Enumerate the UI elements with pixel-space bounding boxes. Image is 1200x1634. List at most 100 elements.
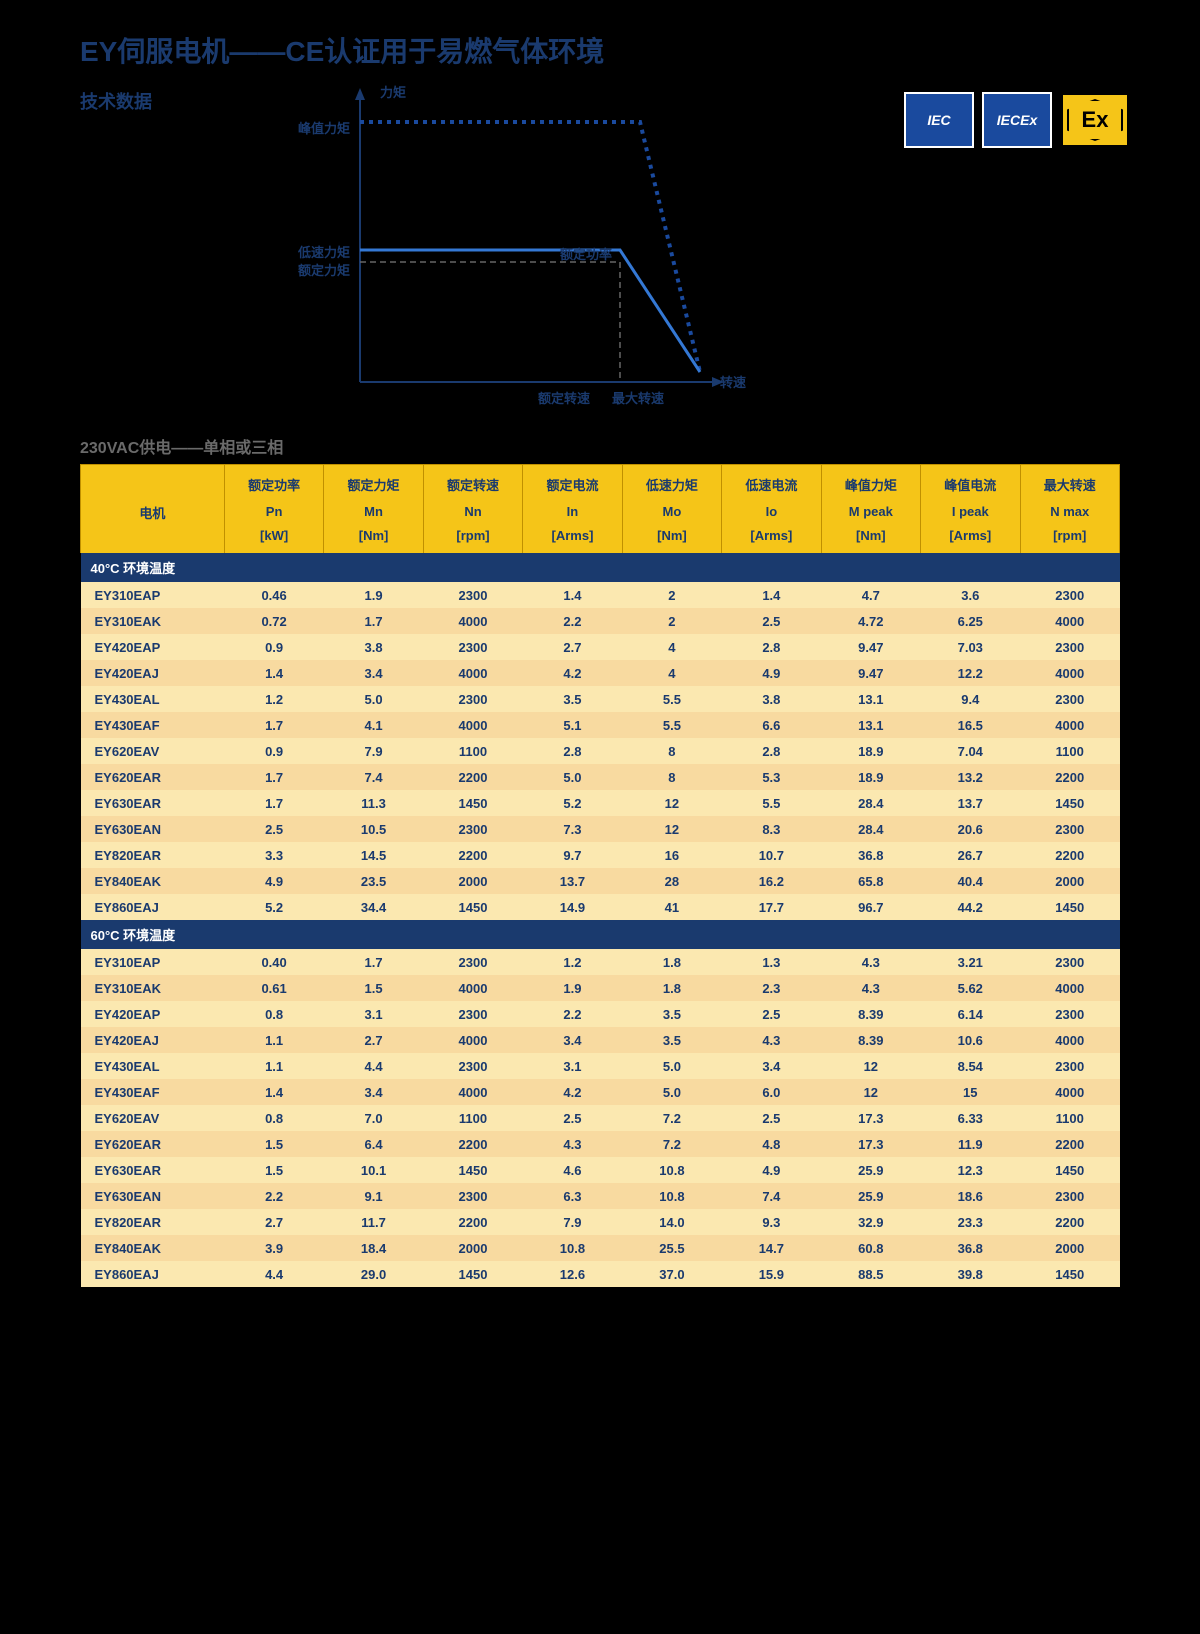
- cell: 18.4: [324, 1235, 423, 1261]
- cell: 9.4: [921, 686, 1020, 712]
- cell: EY620EAR: [81, 764, 225, 790]
- cell: 11.9: [921, 1131, 1020, 1157]
- cell: 4000: [423, 608, 522, 634]
- cell: 18.9: [821, 764, 920, 790]
- rated-speed-label: 额定转速: [538, 388, 590, 407]
- cell: 2200: [423, 842, 522, 868]
- cell: 2.2: [523, 1001, 622, 1027]
- cell: 1.4: [722, 582, 821, 608]
- cell: 1.4: [224, 660, 323, 686]
- cell: 3.4: [722, 1053, 821, 1079]
- cell: EY430EAF: [81, 1079, 225, 1105]
- cell: Io: [722, 498, 821, 524]
- cell: 2.8: [722, 738, 821, 764]
- cell: 3.21: [921, 949, 1020, 975]
- table-row: EY310EAP0.461.923001.421.44.73.62300: [81, 582, 1120, 608]
- table-row: EY620EAV0.87.011002.57.22.517.36.331100: [81, 1105, 1120, 1131]
- cell: 4000: [1020, 1027, 1120, 1053]
- cell: 3.5: [622, 1027, 721, 1053]
- table-row: EY420EAP0.93.823002.742.89.477.032300: [81, 634, 1120, 660]
- cell: 2000: [1020, 1235, 1120, 1261]
- cell: 额定电流: [523, 465, 622, 499]
- cell: 0.46: [224, 582, 323, 608]
- cell: 1.7: [324, 949, 423, 975]
- cell: 1450: [1020, 790, 1120, 816]
- cell: 2300: [423, 816, 522, 842]
- cell: 5.5: [722, 790, 821, 816]
- cell: 2: [622, 582, 721, 608]
- cell: EY310EAK: [81, 975, 225, 1001]
- cell: 14.5: [324, 842, 423, 868]
- cell: 2.5: [722, 1105, 821, 1131]
- section-title: 60°C 环境温度: [81, 920, 1120, 949]
- section-header-row: 40°C 环境温度: [81, 553, 1120, 582]
- cell: 0.8: [224, 1105, 323, 1131]
- cell: 2200: [423, 1131, 522, 1157]
- cell: 8.39: [821, 1001, 920, 1027]
- cell: 2.5: [722, 608, 821, 634]
- cell: 8: [622, 738, 721, 764]
- cell: 1.1: [224, 1053, 323, 1079]
- cell: 1.5: [224, 1157, 323, 1183]
- chart-svg: [300, 82, 750, 422]
- cell: 4: [622, 660, 721, 686]
- cell: 2000: [1020, 868, 1120, 894]
- cell: 4.3: [722, 1027, 821, 1053]
- cell: 9.47: [821, 634, 920, 660]
- cell: 1.5: [224, 1131, 323, 1157]
- cell: 2200: [1020, 1131, 1120, 1157]
- cell: 5.0: [622, 1079, 721, 1105]
- cell: 16.5: [921, 712, 1020, 738]
- cell: 4.2: [523, 660, 622, 686]
- cell: 4000: [1020, 712, 1120, 738]
- cell: 1450: [423, 790, 522, 816]
- cell: 7.04: [921, 738, 1020, 764]
- cell: 28: [622, 868, 721, 894]
- cell: 12: [622, 790, 721, 816]
- cell: 2.5: [224, 816, 323, 842]
- cell: 2.8: [523, 738, 622, 764]
- cell: EY310EAP: [81, 582, 225, 608]
- cell: 1.7: [224, 712, 323, 738]
- cell: 14.9: [523, 894, 622, 920]
- cell: 20.6: [921, 816, 1020, 842]
- cell: I peak: [921, 498, 1020, 524]
- cell: 7.3: [523, 816, 622, 842]
- cell: 8.3: [722, 816, 821, 842]
- cell: 2300: [423, 1001, 522, 1027]
- table-row: EY820EAR2.711.722007.914.09.332.923.3220…: [81, 1209, 1120, 1235]
- cell: 4000: [423, 975, 522, 1001]
- cell: 9.7: [523, 842, 622, 868]
- cell: 9.1: [324, 1183, 423, 1209]
- subtitle: 技术数据: [80, 82, 280, 114]
- cell: 1.9: [324, 582, 423, 608]
- cell: Pn: [224, 498, 323, 524]
- cell: 25.9: [821, 1183, 920, 1209]
- cell: 2300: [1020, 686, 1120, 712]
- cell: 0.61: [224, 975, 323, 1001]
- cell: 13.2: [921, 764, 1020, 790]
- table-row: EY860EAJ4.429.0145012.637.015.988.539.81…: [81, 1261, 1120, 1287]
- cell: 2300: [1020, 1183, 1120, 1209]
- cell: 41: [622, 894, 721, 920]
- cell: 13.7: [921, 790, 1020, 816]
- cell: EY430EAL: [81, 686, 225, 712]
- cell: [Arms]: [523, 524, 622, 553]
- cell: 13.1: [821, 712, 920, 738]
- cell: 2300: [423, 1183, 522, 1209]
- cell: 12: [821, 1053, 920, 1079]
- table-row: EY630EAR1.711.314505.2125.528.413.71450: [81, 790, 1120, 816]
- cell: 3.4: [324, 660, 423, 686]
- cell: 40.4: [921, 868, 1020, 894]
- cell: 2200: [1020, 1209, 1120, 1235]
- cell: 1.4: [224, 1079, 323, 1105]
- cell: 低速电流: [722, 465, 821, 499]
- cell: 7.9: [523, 1209, 622, 1235]
- cell: 7.2: [622, 1105, 721, 1131]
- cell: 3.3: [224, 842, 323, 868]
- cell: 2300: [1020, 1001, 1120, 1027]
- table-row: EY840EAK3.918.4200010.825.514.760.836.82…: [81, 1235, 1120, 1261]
- cell: 39.8: [921, 1261, 1020, 1287]
- cell: 1100: [423, 1105, 522, 1131]
- cell: 1450: [423, 1157, 522, 1183]
